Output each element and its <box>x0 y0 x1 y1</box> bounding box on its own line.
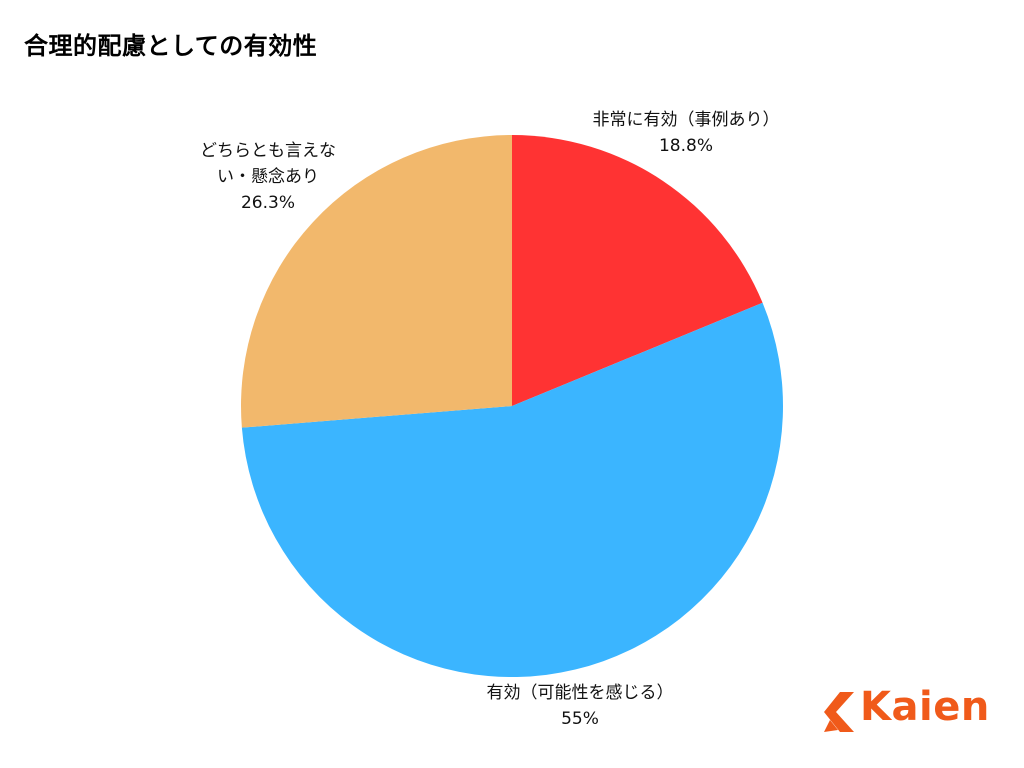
slice-category-label-1: 非常に有効（事例あり） <box>593 110 780 130</box>
pie-labels: 非常に有効（事例あり） 18.8% 有効（可能性を感じる） 55% どちらとも言えない・… <box>200 110 780 729</box>
slice-category-label-3: どちらとも言えな <box>200 141 336 161</box>
pie-slice-2 <box>241 302 784 678</box>
slice-value-label-1: 18.8% <box>659 136 713 156</box>
slice-category-label-2: 有効（可能性を感じる） <box>487 683 674 703</box>
pie-slices <box>241 135 784 678</box>
pie-slice-1 <box>512 135 763 406</box>
kaien-logo: Kaien <box>822 684 998 738</box>
slice-value-label-3: 26.3% <box>241 193 295 213</box>
kaien-logo-icon <box>824 692 854 732</box>
slice-category-label-3: い・懸念あり <box>217 166 319 187</box>
logo-text: Kaien <box>860 684 990 730</box>
slice-value-label-2: 55% <box>561 709 599 729</box>
chart-title: 合理的配慮としての有効性 <box>24 32 318 60</box>
pie-slice-3 <box>241 135 512 428</box>
